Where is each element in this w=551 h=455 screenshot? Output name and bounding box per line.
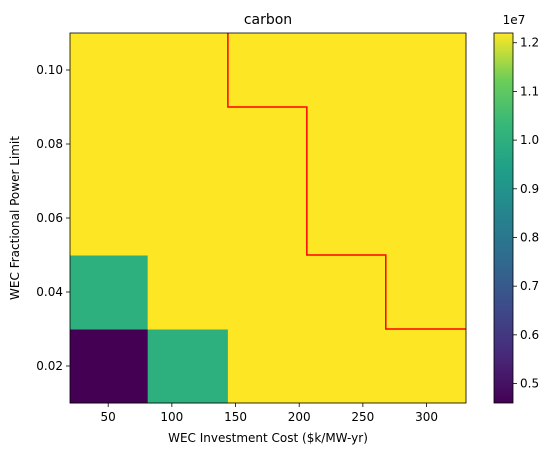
heatmap-cell bbox=[385, 329, 467, 404]
heatmap-cell bbox=[227, 107, 308, 182]
heatmap-cell bbox=[385, 181, 467, 256]
y-axis-label: WEC Fractional Power Limit bbox=[8, 136, 22, 300]
colorbar-tick-label: 0.7 bbox=[520, 279, 539, 293]
colorbar bbox=[493, 32, 514, 404]
heatmap-cell bbox=[227, 255, 308, 330]
heatmap-cell bbox=[227, 181, 308, 256]
heatmap-cell bbox=[227, 329, 308, 404]
heatmap-cell bbox=[306, 181, 387, 256]
colorbar-tick-label: 0.5 bbox=[520, 377, 539, 391]
colorbar-tick-label: 0.8 bbox=[520, 230, 539, 244]
heatmap-cell bbox=[306, 255, 387, 330]
heatmap-cell bbox=[147, 33, 229, 108]
colorbar-tick-label: 1.2 bbox=[520, 36, 539, 50]
colorbar-tick-label: 0.6 bbox=[520, 328, 539, 342]
heatmap-cell bbox=[385, 255, 467, 330]
heatmap-cell bbox=[385, 33, 467, 108]
boundary-layer bbox=[227, 33, 466, 330]
colorbar-tick-label: 0.9 bbox=[520, 182, 539, 196]
colorbar-axis: 0.5 0.6 0.7 0.8 0.9 1.0 1.1 1.2 bbox=[513, 36, 539, 391]
heatmap-cell bbox=[147, 255, 229, 330]
heatmap-cell bbox=[70, 255, 149, 330]
heatmap-cell bbox=[70, 107, 149, 182]
heatmap-cell bbox=[147, 107, 229, 182]
y-tick-label: 0.06 bbox=[36, 211, 63, 225]
heatmap-cell bbox=[306, 329, 387, 404]
y-axis: 0.02 0.04 0.06 0.08 0.10 bbox=[36, 63, 70, 373]
heatmap-cells bbox=[70, 33, 467, 404]
y-tick-label: 0.04 bbox=[36, 285, 63, 299]
x-tick-label: 50 bbox=[101, 410, 116, 424]
heatmap-cell bbox=[70, 33, 149, 108]
heatmap-cell bbox=[306, 33, 387, 108]
x-axis: 50 100 150 200 250 300 bbox=[101, 403, 438, 424]
x-tick-label: 250 bbox=[351, 410, 374, 424]
y-tick-label: 0.02 bbox=[36, 359, 63, 373]
heatmap-cell bbox=[147, 181, 229, 256]
x-tick-label: 200 bbox=[288, 410, 311, 424]
y-tick-label: 0.08 bbox=[36, 137, 63, 151]
colorbar-offset-label: 1e7 bbox=[503, 13, 526, 27]
heatmap-cell bbox=[70, 329, 149, 404]
x-tick-label: 300 bbox=[415, 410, 438, 424]
x-tick-label: 150 bbox=[224, 410, 247, 424]
heatmap-cell bbox=[70, 181, 149, 256]
heatmap-cell bbox=[385, 107, 467, 182]
boundary-line bbox=[227, 33, 466, 330]
colorbar-tick-label: 1.0 bbox=[520, 133, 539, 147]
heatmap-cell bbox=[306, 107, 387, 182]
heatmap-cell bbox=[147, 329, 229, 404]
colorbar-tick-label: 1.1 bbox=[520, 84, 539, 98]
x-tick-label: 100 bbox=[160, 410, 183, 424]
heatmap-cell bbox=[227, 33, 308, 108]
y-tick-label: 0.10 bbox=[36, 63, 63, 77]
chart-title: carbon bbox=[244, 12, 292, 28]
x-axis-label: WEC Investment Cost ($k/MW-yr) bbox=[168, 431, 368, 445]
